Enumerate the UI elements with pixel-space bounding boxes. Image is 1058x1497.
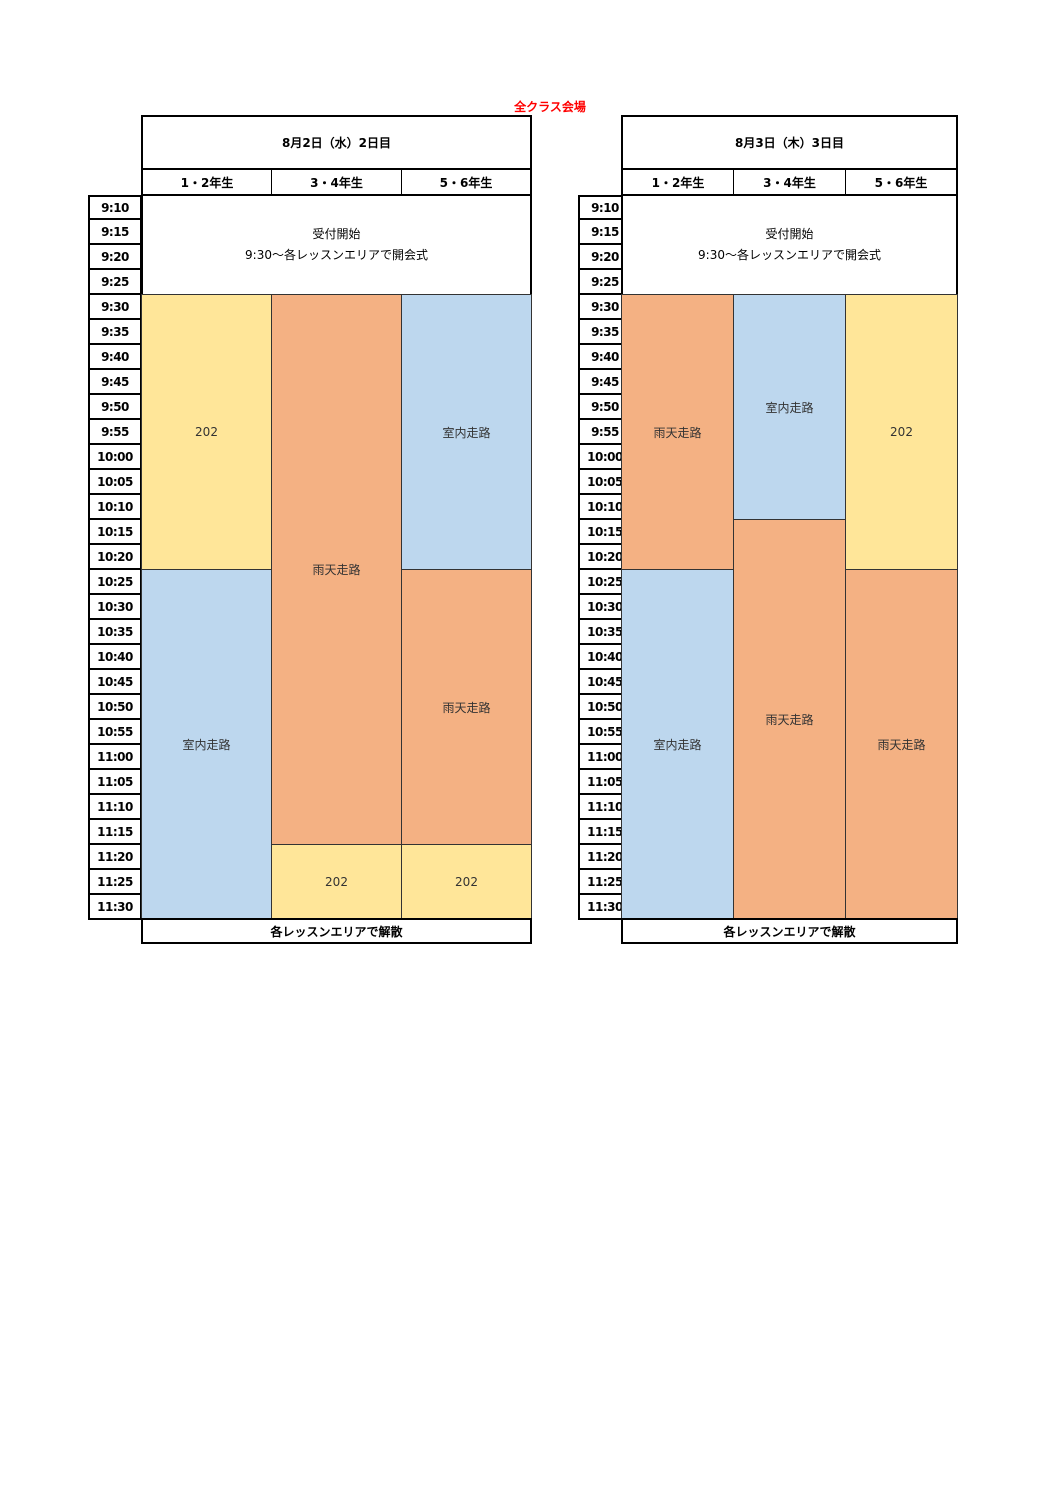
day1-grade-56: 5・6年生 xyxy=(401,170,532,195)
day2-opening-line2: 9:30～各レッスンエリアで開会式 xyxy=(698,248,881,262)
day1-time-slot: 9:15 xyxy=(88,220,142,245)
day1-header: 8月2日（水）2日目 xyxy=(141,115,532,170)
day1-time-slot: 10:20 xyxy=(88,545,142,570)
day2-grade-34: 3・4年生 xyxy=(733,170,846,195)
day2-opening-line1: 受付開始 xyxy=(765,227,814,241)
day1-grade-12: 1・2年生 xyxy=(141,170,272,195)
day1-g12-block-b: 室内走路 xyxy=(141,569,272,920)
day2-g34-block-a: 室内走路 xyxy=(733,294,846,520)
day2-opening: 受付開始 9:30～各レッスンエリアで開会式 xyxy=(621,195,958,295)
day2-grade-56: 5・6年生 xyxy=(845,170,958,195)
day2-g56-block-a: 202 xyxy=(845,294,958,570)
day2-g56-block-b: 雨天走路 xyxy=(845,569,958,920)
day1-time-slot: 10:15 xyxy=(88,520,142,545)
day1-opening-line2: 9:30～各レッスンエリアで開会式 xyxy=(245,248,428,262)
day1-g56-block-b: 雨天走路 xyxy=(401,569,532,845)
day2-header: 8月3日（木）3日目 xyxy=(621,115,958,170)
day1-time-slot: 10:05 xyxy=(88,470,142,495)
day1-time-slot: 10:55 xyxy=(88,720,142,745)
day1-opening: 受付開始 9:30～各レッスンエリアで開会式 xyxy=(141,195,532,295)
day1-time-slot: 10:40 xyxy=(88,645,142,670)
day1-time-slot: 10:50 xyxy=(88,695,142,720)
day1-footer: 各レッスンエリアで解散 xyxy=(141,918,532,944)
page-title: 全クラス会場 xyxy=(514,100,586,114)
day1-time-slot: 11:15 xyxy=(88,820,142,845)
day1-grade-34: 3・4年生 xyxy=(271,170,402,195)
day1-g34-block-b: 202 xyxy=(271,844,402,920)
day1-g56-block-a: 室内走路 xyxy=(401,294,532,570)
day1-g12-block-a: 202 xyxy=(141,294,272,570)
day1-time-slot: 10:45 xyxy=(88,670,142,695)
day1-time-slot: 11:20 xyxy=(88,845,142,870)
day1-time-slot: 9:50 xyxy=(88,395,142,420)
day1-time-slot: 9:35 xyxy=(88,320,142,345)
day1-time-slot: 9:40 xyxy=(88,345,142,370)
day1-time-slot: 10:10 xyxy=(88,495,142,520)
day1-time-slot: 11:05 xyxy=(88,770,142,795)
day2-g12-block-a: 雨天走路 xyxy=(621,294,734,570)
day1-time-slot: 9:10 xyxy=(88,195,142,220)
day1-time-slot: 11:00 xyxy=(88,745,142,770)
day1-time-slot: 11:10 xyxy=(88,795,142,820)
day1-time-slot: 9:30 xyxy=(88,295,142,320)
day2-footer: 各レッスンエリアで解散 xyxy=(621,918,958,944)
day1-time-slot: 11:30 xyxy=(88,895,142,920)
day1-g56-block-c: 202 xyxy=(401,844,532,920)
day1-time-slot: 10:25 xyxy=(88,570,142,595)
day1-time-slot: 11:25 xyxy=(88,870,142,895)
day1-time-slot: 10:35 xyxy=(88,620,142,645)
day1-opening-line1: 受付開始 xyxy=(312,227,361,241)
day1-time-column: 9:10 9:15 9:20 9:25 9:30 9:35 9:40 9:45 9:50 9:55… xyxy=(88,195,142,920)
day1-time-slot: 10:30 xyxy=(88,595,142,620)
day2-g34-block-b: 雨天走路 xyxy=(733,519,846,920)
day2-g12-block-b: 室内走路 xyxy=(621,569,734,920)
day1-time-slot: 9:20 xyxy=(88,245,142,270)
day1-g34-block-a: 雨天走路 xyxy=(271,294,402,845)
day2-grade-12: 1・2年生 xyxy=(621,170,734,195)
day1-time-slot: 10:00 xyxy=(88,445,142,470)
day1-time-slot: 9:55 xyxy=(88,420,142,445)
day1-time-slot: 9:45 xyxy=(88,370,142,395)
day1-time-slot: 9:25 xyxy=(88,270,142,295)
day2-time-column: 9:10 9:15 9:20 9:25 9:30 9:35 9:40 9:45 9:50 9:55… xyxy=(578,195,632,920)
